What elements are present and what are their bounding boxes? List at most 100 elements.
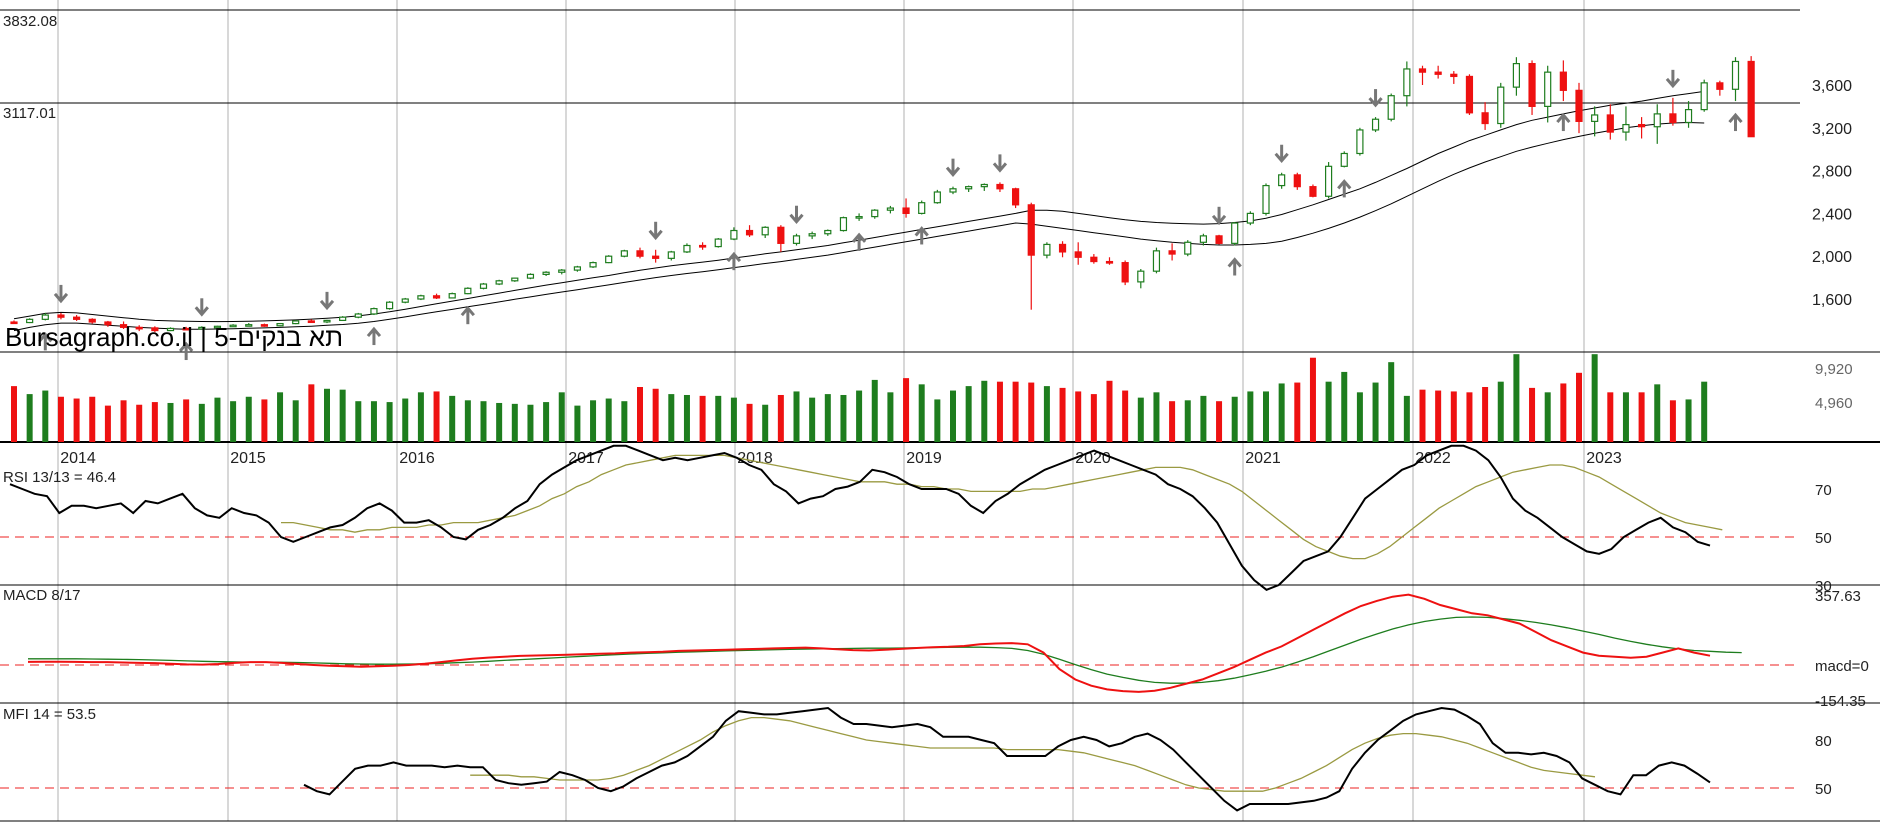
candle-body-up bbox=[166, 327, 175, 332]
candle-body-down bbox=[1090, 256, 1098, 263]
volume-bar bbox=[1325, 381, 1332, 442]
candle-body-up bbox=[1340, 152, 1348, 167]
candle bbox=[902, 198, 910, 218]
arrow-down-icon bbox=[1211, 206, 1227, 226]
volume-bar bbox=[809, 397, 816, 442]
candle bbox=[839, 216, 848, 232]
candle bbox=[119, 321, 128, 329]
candle bbox=[1058, 241, 1067, 258]
volume-bar bbox=[339, 389, 346, 442]
candle bbox=[1637, 117, 1646, 139]
candle bbox=[1184, 240, 1192, 257]
candle bbox=[1403, 61, 1411, 107]
rsi-tick: 50 bbox=[1815, 530, 1832, 547]
candle bbox=[1121, 260, 1129, 286]
volume-bar bbox=[57, 396, 64, 442]
volume-bar bbox=[637, 387, 643, 442]
candle-body-down bbox=[1058, 243, 1067, 253]
volume-bar bbox=[245, 396, 252, 442]
volume-bar bbox=[433, 391, 440, 442]
arrow-up-icon bbox=[726, 251, 742, 271]
candle bbox=[886, 205, 895, 214]
candle-body-down bbox=[745, 229, 754, 236]
candle bbox=[479, 282, 488, 290]
mfi-tick: 50 bbox=[1815, 781, 1832, 798]
volume-bar bbox=[730, 397, 737, 442]
volume-bar bbox=[746, 403, 753, 442]
volume-bar bbox=[1200, 395, 1207, 442]
volume-bar bbox=[1466, 392, 1473, 442]
volume-bar bbox=[136, 404, 143, 442]
candle bbox=[26, 318, 34, 324]
candle bbox=[1231, 221, 1239, 246]
candle-body-up bbox=[401, 298, 409, 303]
candle bbox=[1450, 71, 1458, 84]
candle bbox=[386, 301, 394, 310]
candle-body-down bbox=[1215, 235, 1223, 244]
volume-bar bbox=[1560, 383, 1567, 442]
volume-bar bbox=[996, 381, 1003, 442]
candle-body-up bbox=[198, 326, 206, 330]
candle-body-down bbox=[777, 226, 785, 244]
candle-body-up bbox=[1497, 86, 1505, 125]
candle bbox=[652, 249, 660, 263]
candle-body-up bbox=[542, 271, 550, 275]
volume-bar bbox=[1278, 383, 1285, 442]
arrow-down-icon bbox=[319, 291, 335, 311]
candle-body-down bbox=[72, 316, 81, 320]
candle bbox=[1606, 104, 1614, 140]
volume-bar bbox=[1685, 399, 1692, 442]
price-hline-top-label: 3832.08 bbox=[3, 13, 57, 30]
candle-body-up bbox=[1231, 222, 1239, 244]
candle bbox=[1293, 172, 1301, 190]
candle-body-up bbox=[276, 323, 284, 327]
volume-bar bbox=[1497, 381, 1504, 442]
candle bbox=[229, 324, 237, 328]
candle bbox=[542, 271, 550, 276]
volume-bar bbox=[543, 402, 550, 442]
candle bbox=[1465, 74, 1474, 115]
price-tick: 3,600 bbox=[1812, 78, 1852, 95]
candle bbox=[1278, 172, 1286, 189]
candle bbox=[495, 279, 503, 286]
candle-body-down bbox=[1293, 174, 1301, 188]
candle-body-up bbox=[1262, 184, 1270, 215]
candle-body-up bbox=[886, 207, 895, 211]
candle bbox=[1497, 82, 1505, 128]
volume-bar bbox=[981, 380, 988, 442]
arrow-up-icon bbox=[1337, 179, 1352, 198]
candle bbox=[323, 319, 331, 324]
candle-body-down bbox=[1074, 251, 1082, 258]
volume-bar bbox=[104, 405, 111, 442]
candle bbox=[1356, 127, 1364, 156]
candle-body-down bbox=[119, 324, 128, 328]
candle-body-down bbox=[652, 255, 660, 259]
volume-bar bbox=[1513, 354, 1520, 442]
candle-body-down bbox=[1528, 62, 1536, 107]
candle-body-up bbox=[605, 255, 613, 264]
arrow-down-icon bbox=[1368, 89, 1383, 108]
candle-body-up bbox=[229, 324, 237, 328]
candle bbox=[1074, 242, 1082, 265]
arrow-down-icon bbox=[789, 205, 804, 225]
candle bbox=[1684, 101, 1693, 128]
volume-bar bbox=[1309, 357, 1316, 442]
volume-bar bbox=[11, 386, 17, 442]
candle-body-up bbox=[213, 325, 222, 329]
volume-bar bbox=[590, 400, 597, 442]
volume-bar bbox=[715, 395, 722, 442]
candle bbox=[1246, 211, 1254, 226]
candle-body-down bbox=[104, 321, 112, 326]
candle-body-up bbox=[683, 244, 691, 253]
volume-bar bbox=[793, 391, 800, 442]
candle bbox=[808, 231, 816, 240]
candle bbox=[730, 227, 738, 241]
volume-bar bbox=[683, 394, 690, 442]
volume-bar bbox=[668, 394, 675, 442]
candle-body-down bbox=[1434, 71, 1442, 75]
volume-bar bbox=[26, 394, 33, 442]
volume-bar bbox=[1388, 362, 1395, 442]
candle bbox=[1043, 242, 1051, 259]
volume-bar bbox=[402, 398, 409, 442]
candle bbox=[871, 209, 879, 219]
